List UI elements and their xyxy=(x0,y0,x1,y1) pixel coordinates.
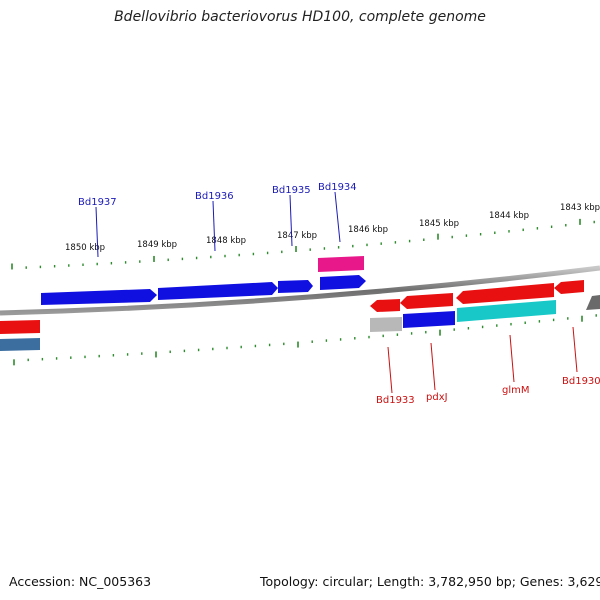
gene-bd1937[interactable] xyxy=(41,289,157,305)
gene-bd1935[interactable] xyxy=(278,280,313,293)
label-bd1937[interactable]: Bd1937 xyxy=(78,197,117,208)
label-bd1930[interactable]: Bd1930 xyxy=(562,376,600,387)
label-bd1935[interactable]: Bd1935 xyxy=(272,185,311,196)
gene-pdxj-blue[interactable] xyxy=(403,311,455,328)
gene-red-2[interactable] xyxy=(400,293,453,309)
gene-bd1936[interactable] xyxy=(158,282,278,300)
ruler-label-1846: 1846 kbp xyxy=(348,225,388,235)
gene-dark-edge[interactable] xyxy=(586,295,600,310)
gene-red-1[interactable] xyxy=(370,299,400,312)
gene-bd1934[interactable] xyxy=(320,275,366,290)
ruler-label-1844: 1844 kbp xyxy=(489,211,529,221)
label-pdxj[interactable]: pdxJ xyxy=(426,392,448,403)
genome-backbone xyxy=(0,265,600,316)
map-title: Bdellovibrio bacteriovorus HD100, comple… xyxy=(114,9,486,25)
gene-gray[interactable] xyxy=(370,317,402,332)
gene-bd1934-pink[interactable] xyxy=(318,256,364,272)
outer-tick-row xyxy=(11,218,595,270)
ruler-label-1848: 1848 kbp xyxy=(206,236,246,246)
forward-gene-labels: Bd1937 Bd1936 Bd1935 Bd1934 xyxy=(78,182,357,208)
gene-glmm-cyan[interactable] xyxy=(457,300,556,322)
gene-red-4[interactable] xyxy=(554,280,584,294)
label-bd1933[interactable]: Bd1933 xyxy=(376,395,415,406)
ruler-label-1849: 1849 kbp xyxy=(137,240,177,250)
ruler-labels: 1850 kbp 1849 kbp 1848 kbp 1847 kbp 1846… xyxy=(65,203,600,253)
reverse-gene-labels: Bd1933 pdxJ glmM Bd1930 xyxy=(376,376,600,406)
ruler-label-1843: 1843 kbp xyxy=(560,203,600,213)
ruler-label-1847: 1847 kbp xyxy=(277,231,317,241)
reverse-leader-lines xyxy=(387,326,578,394)
label-bd1934[interactable]: Bd1934 xyxy=(318,182,357,193)
gene-red-3[interactable] xyxy=(456,283,554,304)
label-glmm[interactable]: glmM xyxy=(502,385,530,396)
inner-tick-row xyxy=(13,314,597,366)
ruler-label-1845: 1845 kbp xyxy=(419,219,459,229)
label-bd1936[interactable]: Bd1936 xyxy=(195,191,234,202)
gene-left-steel[interactable] xyxy=(0,338,40,351)
gene-left-red[interactable] xyxy=(0,320,40,334)
genome-summary: Topology: circular; Length: 3,782,950 bp… xyxy=(260,574,600,589)
reverse-strand-genes xyxy=(370,280,600,332)
accession-label: Accession: NC_005363 xyxy=(9,574,152,589)
ruler-label-1850: 1850 kbp xyxy=(65,243,105,253)
forward-strand-genes xyxy=(0,256,366,351)
forward-leader-lines xyxy=(95,191,341,258)
